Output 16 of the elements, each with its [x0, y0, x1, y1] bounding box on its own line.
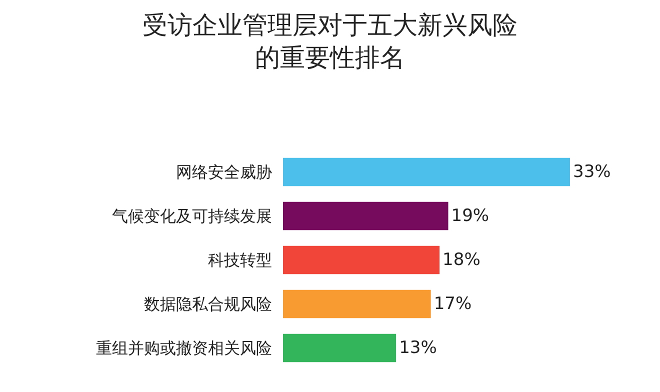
data-label: 19% — [451, 206, 490, 226]
data-label: 18% — [442, 250, 480, 270]
bar — [283, 202, 448, 230]
y-tick-label: 科技转型 — [208, 250, 272, 270]
data-label: 33% — [573, 162, 611, 182]
y-tick-label: 网络安全威胁 — [176, 162, 272, 182]
chart-title: 受访企业管理层对于五大新兴风险的重要性排名 — [142, 10, 518, 72]
bar — [283, 158, 570, 186]
bar — [283, 334, 396, 362]
y-tick-label: 气候变化及可持续发展 — [112, 206, 272, 226]
data-label: 13% — [399, 338, 437, 358]
bar — [283, 290, 431, 318]
data-label: 17% — [434, 294, 472, 314]
y-tick-label: 重组并购或撤资相关风险 — [96, 338, 272, 358]
bar — [283, 246, 440, 274]
y-tick-label: 数据隐私合规风险 — [144, 294, 272, 314]
